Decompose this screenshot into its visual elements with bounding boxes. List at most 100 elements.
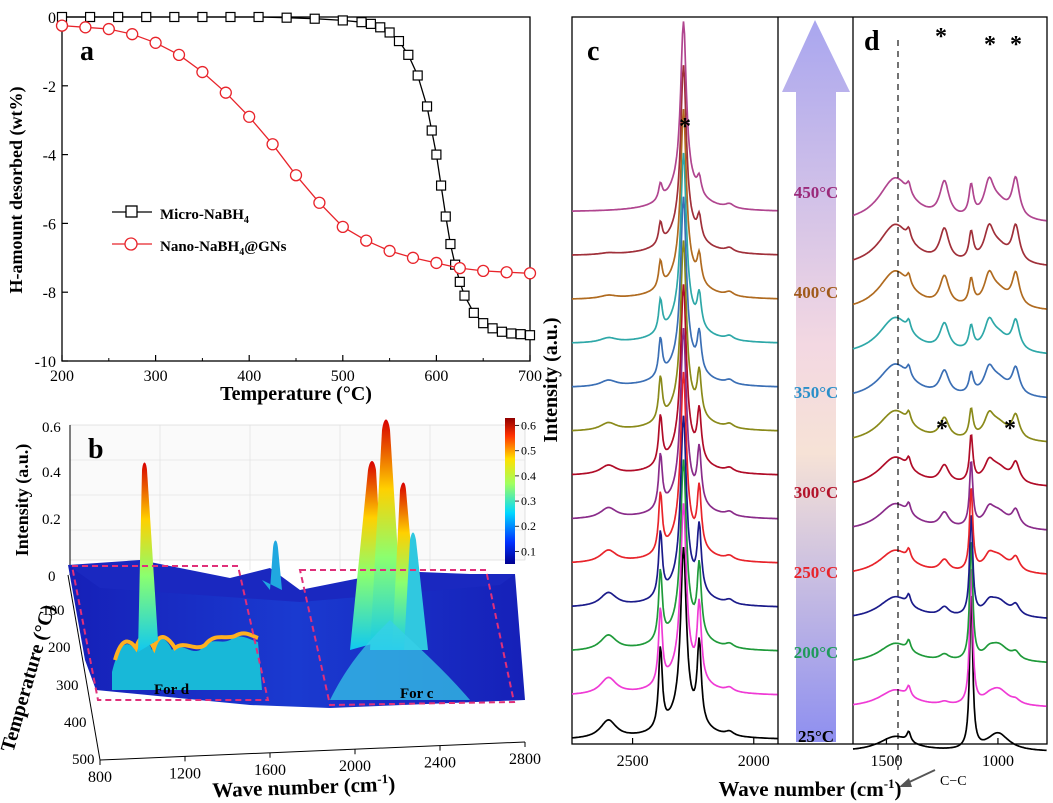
panel-a-point-circle (149, 36, 162, 49)
panel-b-ztick: 0 (48, 569, 56, 585)
panel-a-point-square (435, 180, 447, 191)
panel-c-spectrum-1 (572, 503, 778, 696)
cc-arrowhead (899, 778, 912, 787)
panel-b-colorbar (505, 418, 515, 564)
panel-b-zlabel: Intensity (a.u.) (12, 444, 33, 557)
panel-b-box-for-c (298, 569, 516, 707)
colorbar-tick-label: 0.4 (521, 469, 536, 483)
panel-d-spectrum-10 (852, 269, 1047, 310)
panel-b-ytick: 400 (64, 715, 87, 731)
panel-a-point-square (412, 70, 423, 81)
panel-c-spectrum-4 (571, 371, 778, 564)
colorbar-tick-label: 0.6 (521, 419, 536, 433)
panel-a-ytick-label: -10 (35, 354, 56, 371)
panel-a-point-circle (172, 48, 186, 61)
panel-a-point-square (478, 318, 489, 329)
temperature-arrow (782, 20, 850, 742)
panel-b-peak (138, 462, 158, 652)
panel-d-spectrum-1 (852, 568, 1047, 708)
panel-b-xtick-label: 2000 (339, 758, 371, 775)
panel-a-point-square (426, 125, 437, 136)
panel-b-chart: 0.6 0.4 0.2 0 Intensity (a.u.) For d For… (0, 418, 541, 802)
panel-c-star: * (679, 114, 691, 140)
panel-cd-chart: 450°C 400°C 350°C 300°C 250°C 200°C 25°C C−C *… (540, 16, 1048, 801)
panel-d-spectrum-5 (852, 461, 1047, 531)
panel-c-xtick-label: 2500 (617, 753, 649, 770)
panel-b-peak (262, 540, 282, 590)
panel-a-point-square (440, 211, 451, 222)
panel-cd-ticks: 2500 2000 1500 1000 (617, 738, 1014, 770)
panel-b-ridge (112, 636, 262, 690)
panel-a-point-circle (196, 65, 209, 79)
panel-a-point-square (141, 11, 152, 23)
panel-a-point-circle (126, 28, 139, 41)
panel-b-plume (330, 620, 470, 700)
panel-a-ytick-label: -6 (43, 216, 56, 233)
panel-d-spectrum-9 (852, 316, 1047, 355)
panel-a-point-circle (266, 138, 279, 151)
temperature-label: 450°C (794, 183, 839, 202)
panel-b-xtick-label: 1600 (254, 762, 286, 779)
temperature-label: 400°C (794, 283, 839, 302)
panel-a-xlabel: Temperature (°C) (220, 383, 372, 405)
panel-c-spectra (571, 21, 778, 740)
panel-a-series-line-0 (62, 16, 531, 336)
panel-a-point-circle (523, 267, 537, 280)
panel-a-point-square (225, 11, 236, 23)
colorbar-tick-label: 0.5 (521, 444, 536, 458)
panel-a-ylabel: H-amount desorbed (wt%) (6, 87, 27, 294)
panel-cd-xlabel: Wave number (cm-1) (718, 776, 901, 801)
panel-d-spectrum-3 (852, 514, 1047, 619)
legend-nano-label: Nano-NaBH4@GNs (160, 239, 287, 258)
temperature-label: 300°C (794, 483, 839, 502)
panel-a-chart: 200 300 400 500 600 700 0 -2 -4 -6 -8 -10 a Micro-N… (6, 10, 542, 405)
colorbar-tick-label: 0.1 (521, 544, 536, 558)
panel-c-spectrum-0 (572, 547, 778, 740)
panel-c-spectrum-6 (571, 284, 778, 476)
panel-d-spectrum-6 (852, 434, 1047, 487)
panel-cd-frame (571, 16, 1048, 745)
panel-c-spectrum-12 (572, 21, 778, 212)
panel-b-xtick-label: 1200 (169, 765, 201, 782)
temperature-label: 200°C (794, 643, 839, 662)
panel-a-point-circle (219, 86, 232, 99)
legend-square-marker (125, 205, 138, 218)
panel-d-spectrum-0 (852, 595, 1047, 752)
panel-a-point-square (169, 11, 180, 23)
panel-a-point-square (384, 27, 395, 38)
panel-a-point-square (253, 11, 264, 23)
legend-micro-label: Micro-NaBH4 (160, 207, 249, 226)
panel-b-xlabel: Wave number (cm-1) (212, 771, 396, 802)
panel-a-letter: a (80, 36, 94, 67)
panel-c-spectrum-11 (572, 65, 778, 256)
panel-a-ytick-label: -2 (43, 79, 56, 96)
panel-a-xtick-label: 700 (518, 368, 542, 385)
panel-a-point-square (197, 11, 208, 23)
panel-a-ytick-label: -8 (43, 285, 56, 302)
panel-a-point-square (113, 11, 124, 23)
panel-b-ytick: 500 (72, 752, 95, 768)
panel-a-point-circle (313, 196, 326, 209)
panel-c-spectrum-10 (572, 109, 778, 300)
panel-a-xtick-label: 400 (237, 368, 261, 385)
panel-a-point-square (496, 326, 508, 337)
panel-a-point-square (421, 101, 433, 112)
panel-d-spectrum-4 (852, 488, 1047, 575)
panel-a-xtick-label: 200 (50, 368, 74, 385)
temperature-label: 250°C (794, 563, 839, 582)
panel-b-xtick-label: 2400 (424, 755, 456, 772)
panel-a-series (55, 11, 537, 341)
panel-a-legend: Micro-NaBH4 Nano-NaBH4@GNs (112, 205, 287, 258)
panel-a-point-square (281, 12, 292, 23)
panel-a-point-circle (453, 261, 466, 275)
panel-a-point-square (445, 238, 456, 250)
panel-b-letter: b (88, 434, 104, 465)
panel-a-point-circle (360, 234, 373, 247)
panel-a-point-square (84, 11, 96, 23)
panel-a-frame (61, 16, 531, 362)
panel-b-ylabel: Temperature (°C) (0, 602, 60, 754)
panel-a-point-square (431, 149, 442, 160)
panel-b-for-d-label: For d (154, 682, 190, 698)
panel-b-colorbar-ticks: 0.6 0.5 0.4 0.3 0.2 0.1 (515, 419, 536, 558)
panel-d-spectrum-2 (852, 541, 1047, 663)
